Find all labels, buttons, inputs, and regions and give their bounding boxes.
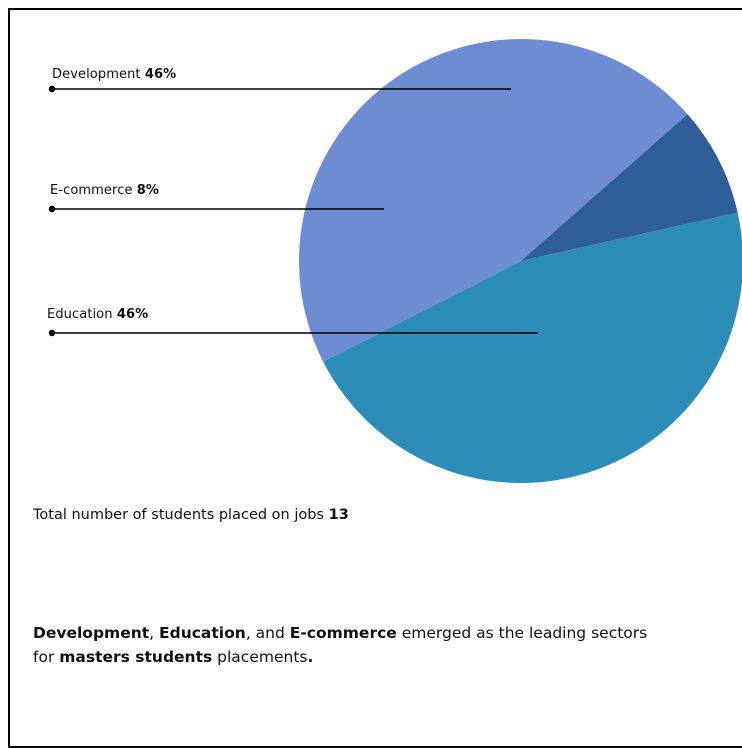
label-development-value: 46% [144,67,177,82]
leader-dot-e-commerce [48,205,56,213]
leader-lines [48,85,538,337]
pie-chart [48,39,742,483]
summary-text: Development, Education, and E-commerce e… [33,621,673,669]
total-placed-label: Total number of students placed on jobs [33,507,325,523]
leader-dot-education [48,329,56,337]
label-education-value: 46% [116,307,149,322]
summary-sep-2: , and [245,624,290,642]
pie-slices [299,39,742,483]
total-placed: Total number of students placed on jobs … [33,507,349,523]
total-placed-value: 13 [328,507,349,523]
summary-sep-1: , [149,624,160,642]
pie-slice-development [299,39,688,362]
summary-ecommerce: E-commerce [289,624,397,642]
pie-slice-education [323,212,742,483]
label-education: Education 46% [47,307,148,322]
label-development: Development 46% [52,67,176,82]
summary-development: Development [33,624,150,642]
summary-education: Education [159,624,246,642]
label-education-name: Education [47,307,113,322]
summary-placements: placements [212,648,308,666]
summary-masters: masters students [59,648,213,666]
leader-dot-development [48,85,56,93]
pie-slice-e-commerce [521,114,738,261]
summary-mid: emerged as the leading sectors for [33,624,648,666]
label-ecommerce: E-commerce 8% [50,183,159,198]
summary-period: . [307,648,314,666]
label-ecommerce-value: 8% [136,183,160,198]
label-ecommerce-name: E-commerce [50,183,133,198]
label-development-name: Development [52,67,141,82]
